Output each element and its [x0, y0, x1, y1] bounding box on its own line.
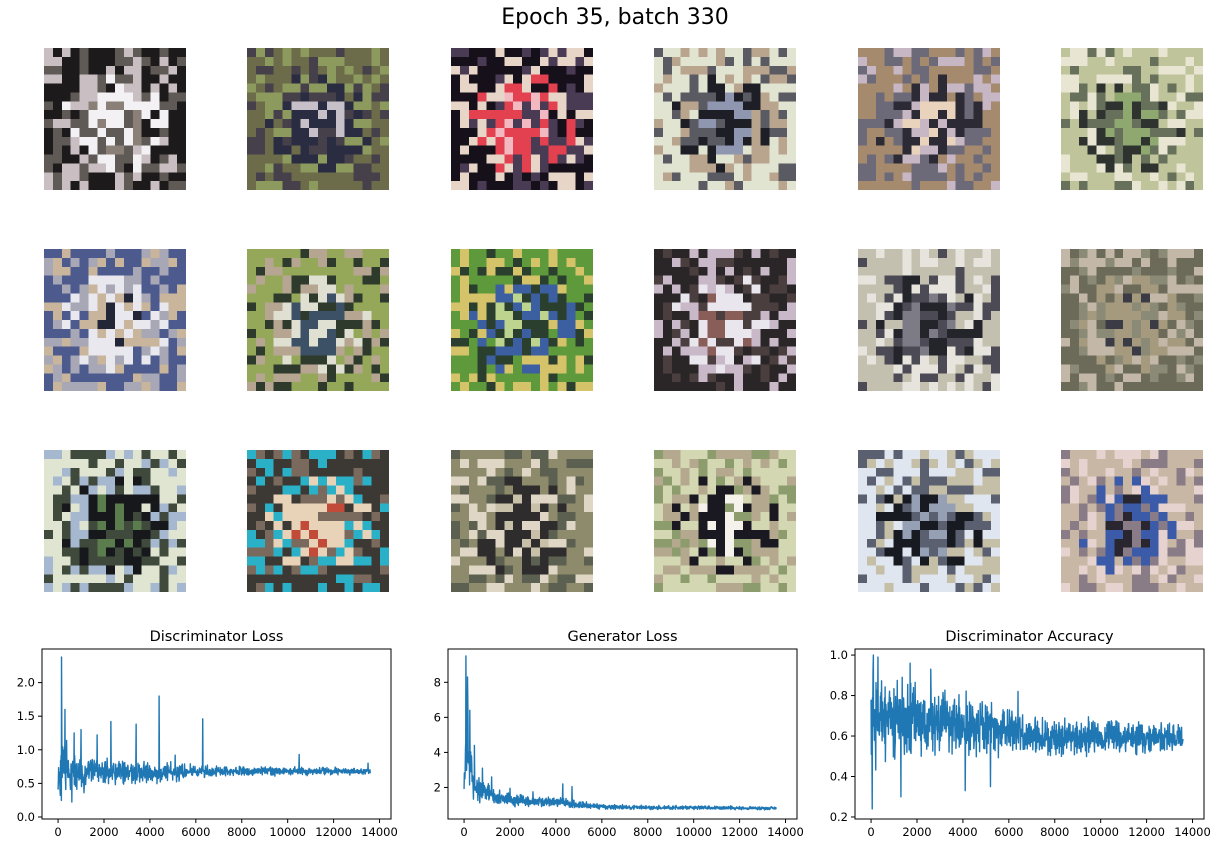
sample-image-grid	[44, 48, 1203, 592]
sample-pixels	[451, 48, 593, 190]
x-tick-label: 2000	[495, 825, 524, 839]
generated-sample-image	[451, 450, 593, 592]
generated-sample-image	[44, 249, 186, 391]
axes-frame	[41, 648, 392, 820]
y-tick-label: 0.2	[830, 810, 848, 824]
generated-sample-image	[858, 48, 1000, 190]
generated-sample-image	[1061, 450, 1203, 592]
x-tick-label: 6000	[587, 825, 616, 839]
y-tick-label: 0.4	[830, 770, 848, 784]
generated-sample-image	[247, 450, 389, 592]
x-tick-label: 0	[54, 825, 61, 839]
chart-title: Discriminator Loss	[150, 629, 284, 645]
x-tick-label: 8000	[633, 825, 662, 839]
y-tick-label: 0.5	[17, 776, 35, 790]
x-tick-label: 4000	[135, 825, 164, 839]
series-line	[463, 655, 777, 811]
x-tick-label: 6000	[994, 825, 1023, 839]
chart-title: Discriminator Accuracy	[945, 629, 1114, 645]
sample-pixels	[654, 249, 796, 391]
generated-sample-image	[451, 249, 593, 391]
sample-pixels	[44, 48, 186, 190]
generated-sample-image	[451, 48, 593, 190]
x-tick-label: 12000	[721, 825, 758, 839]
y-tick-label: 8	[434, 675, 441, 689]
axes-frame	[447, 648, 798, 820]
training-plots: Discriminator Loss 0 2000 4000 6000 8000 10000…	[0, 615, 1230, 853]
y-tick-label: 0.0	[17, 810, 35, 824]
generated-sample-image	[654, 48, 796, 190]
x-tick-label: 10000	[269, 825, 306, 839]
figure-title: Epoch 35, batch 330	[501, 5, 729, 30]
sample-pixels	[858, 450, 1000, 592]
x-tick-label: 14000	[361, 825, 398, 839]
chart-2: Generator Loss 0 2000 4000 6000 8000 10000 1200…	[434, 629, 804, 839]
generated-sample-image	[44, 450, 186, 592]
x-tick-label: 8000	[227, 825, 256, 839]
y-tick-label: 0.6	[830, 729, 848, 743]
generated-sample-image	[44, 48, 186, 190]
sample-pixels	[858, 249, 1000, 391]
x-tick-label: 2000	[902, 825, 931, 839]
x-tick-label: 8000	[1040, 825, 1069, 839]
x-tick-label: 10000	[1082, 825, 1119, 839]
x-tick-label: 0	[867, 825, 874, 839]
y-tick-label: 2	[434, 780, 441, 794]
plots-canvas: Discriminator Loss 0 2000 4000 6000 8000 10000…	[17, 629, 1211, 839]
generated-sample-image	[247, 249, 389, 391]
chart-1: Discriminator Loss 0 2000 4000 6000 8000 10000…	[17, 629, 398, 839]
sample-pixels	[44, 450, 186, 592]
sample-pixels	[654, 450, 796, 592]
y-tick-label: 1.0	[17, 743, 35, 757]
x-tick-label: 2000	[89, 825, 118, 839]
sample-pixels	[451, 450, 593, 592]
x-tick-label: 4000	[541, 825, 570, 839]
sample-pixels	[858, 48, 1000, 190]
x-tick-label: 12000	[1128, 825, 1165, 839]
x-tick-label: 14000	[767, 825, 804, 839]
sample-pixels	[247, 450, 389, 592]
generated-sample-image	[858, 450, 1000, 592]
x-tick-label: 10000	[675, 825, 712, 839]
generated-sample-image	[1061, 249, 1203, 391]
x-tick-label: 14000	[1174, 825, 1211, 839]
generated-sample-image	[858, 249, 1000, 391]
generated-sample-image	[654, 249, 796, 391]
sample-pixels	[654, 48, 796, 190]
x-tick-label: 0	[460, 825, 467, 839]
sample-pixels	[1061, 450, 1203, 592]
y-tick-label: 1.0	[830, 648, 848, 662]
y-tick-label: 4	[434, 745, 441, 759]
sample-pixels	[44, 249, 186, 391]
generated-sample-image	[654, 450, 796, 592]
chart-title: Generator Loss	[567, 629, 677, 645]
sample-pixels	[247, 48, 389, 190]
series-line	[57, 656, 371, 803]
y-tick-label: 2.0	[17, 676, 35, 690]
axes-frame	[854, 648, 1205, 820]
sample-pixels	[247, 249, 389, 391]
sample-pixels	[1061, 249, 1203, 391]
series-line	[870, 654, 1184, 810]
generated-sample-image	[247, 48, 389, 190]
x-tick-label: 12000	[315, 825, 352, 839]
x-tick-label: 6000	[181, 825, 210, 839]
y-tick-label: 1.5	[17, 709, 35, 723]
sample-pixels	[451, 249, 593, 391]
y-tick-label: 0.8	[830, 689, 848, 703]
chart-3: Discriminator Accuracy 0 2000 4000 6000 8000 1…	[830, 629, 1211, 839]
x-tick-label: 4000	[948, 825, 977, 839]
sample-pixels	[1061, 48, 1203, 190]
generated-sample-image	[1061, 48, 1203, 190]
y-tick-label: 6	[434, 710, 441, 724]
